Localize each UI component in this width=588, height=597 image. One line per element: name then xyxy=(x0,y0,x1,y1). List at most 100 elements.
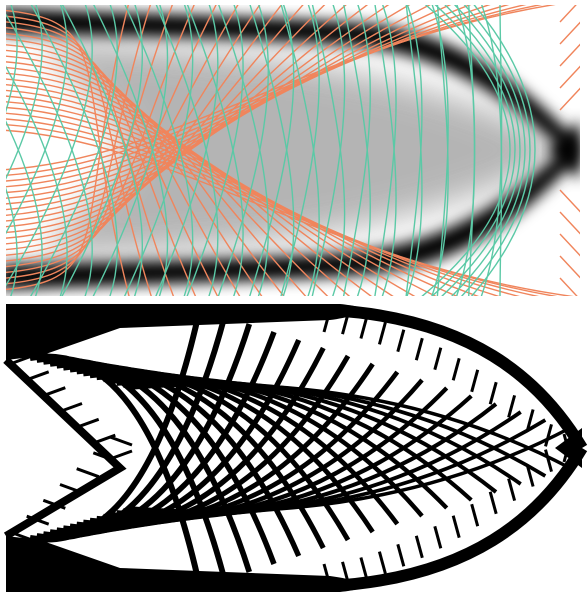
stress-line-teal xyxy=(61,5,144,296)
lattice-rung-left xyxy=(76,417,100,429)
lattice-rung-top xyxy=(341,311,350,335)
stress-line-orange xyxy=(559,189,580,213)
lattice-panel xyxy=(0,298,588,597)
lattice-rung-top xyxy=(507,395,517,418)
stress-line-teal xyxy=(405,5,423,296)
stress-line-orange xyxy=(6,5,411,216)
stress-line-teal xyxy=(218,5,270,296)
lattice-rung-top xyxy=(322,309,332,333)
lattice-rung-top xyxy=(470,369,480,393)
stress-line-teal xyxy=(342,5,372,296)
stress-line-orange xyxy=(559,277,578,296)
lattice-rung-left xyxy=(9,354,33,366)
lattice-block-bottom-left xyxy=(6,536,363,592)
stress-line-orange xyxy=(6,5,452,205)
stress-line-teal xyxy=(374,5,397,296)
density-dark-tip xyxy=(548,120,580,180)
stress-line-teal xyxy=(186,5,244,296)
lattice-rung-top xyxy=(377,322,387,345)
stress-line-teal xyxy=(6,5,43,180)
stress-line-orange xyxy=(6,5,174,279)
lattice-rung-top xyxy=(544,424,553,447)
stress-line-orange xyxy=(6,21,175,296)
lattice-rung-left xyxy=(109,435,133,447)
lattice-rung-top xyxy=(451,357,461,381)
stress-line-orange xyxy=(6,38,241,296)
panel-background xyxy=(0,298,588,597)
lattice-rung-left xyxy=(42,498,66,510)
stress-line-orange xyxy=(559,255,580,279)
lattice-rung-left xyxy=(109,449,133,461)
stress-line-orange xyxy=(559,233,580,257)
lattice-members xyxy=(3,304,588,592)
lattice-rung-bottom xyxy=(507,478,517,501)
density-field-panel xyxy=(0,0,588,298)
lattice-rung-bottom xyxy=(377,551,387,574)
density-dark-band-bottom xyxy=(6,140,575,290)
lattice-rung-bottom xyxy=(433,525,443,549)
lattice-rung-left xyxy=(76,467,100,479)
stress-line-orange xyxy=(6,101,480,296)
stress-line-orange xyxy=(6,5,472,199)
lattice-rung-bottom xyxy=(396,543,406,567)
stress-line-orange xyxy=(6,5,491,194)
stress-line-teal xyxy=(470,5,536,296)
stress-line-orange xyxy=(6,5,432,211)
lattice-block-top-left xyxy=(6,304,363,360)
lattice-structure xyxy=(0,298,588,597)
stress-line-teal xyxy=(280,5,320,296)
lattice-rung-bottom xyxy=(525,464,535,487)
lattice-rung-bottom xyxy=(451,515,461,539)
lattice-rung-bottom xyxy=(359,557,369,580)
stress-line-teal xyxy=(431,5,516,296)
lattice-rung-bottom xyxy=(341,561,350,585)
stress-line-teal xyxy=(249,5,295,296)
stress-line-teal xyxy=(61,5,144,296)
stress-line-teal xyxy=(460,5,531,296)
lattice-member-diagonal-down xyxy=(116,379,522,486)
stress-line-teal xyxy=(6,13,93,296)
stress-line-teal xyxy=(374,5,397,296)
stress-line-teal xyxy=(405,5,423,296)
lattice-rung-top xyxy=(433,347,443,371)
lattice-member-diagonal-up xyxy=(116,410,522,517)
stress-line-orange xyxy=(6,5,239,262)
stress-line-orange xyxy=(6,95,459,296)
stress-line-teal xyxy=(155,5,219,296)
stress-line-orange xyxy=(559,65,580,89)
lattice-rung-bottom xyxy=(322,563,332,587)
stress-line-teal xyxy=(6,65,68,296)
stress-line-teal xyxy=(450,5,526,296)
lattice-rung-top xyxy=(525,409,535,432)
lattice-member-diagonal-up xyxy=(129,426,571,514)
density-dark-band-top xyxy=(6,8,575,160)
stress-line-teal xyxy=(92,5,169,296)
lattice-rung-left xyxy=(9,530,33,542)
lattice-rung-left xyxy=(59,483,83,494)
stress-line-teal xyxy=(30,5,118,296)
stress-line-teal xyxy=(311,5,346,296)
lattice-rung-left xyxy=(42,386,66,398)
lattice-outer-chord-top xyxy=(329,304,588,452)
lattice-rung-left xyxy=(26,514,50,526)
lattice-rung-bottom xyxy=(562,433,572,457)
lattice-rung-bottom xyxy=(488,491,498,515)
stress-line-orange xyxy=(6,5,543,176)
lattice-rung-bottom xyxy=(470,503,480,527)
stress-line-orange xyxy=(559,87,580,111)
stress-line-teal xyxy=(6,5,68,235)
stress-line-teal xyxy=(441,5,521,296)
stress-line-teal xyxy=(30,5,118,296)
principal-stress-lines-2 xyxy=(6,5,536,296)
stress-line-orange xyxy=(6,84,416,296)
lattice-outer-chord-bottom xyxy=(329,444,588,592)
stress-line-teal xyxy=(124,5,194,296)
stress-line-teal xyxy=(343,5,372,296)
lattice-rung-left xyxy=(26,370,50,382)
lattice-rung-left xyxy=(59,402,83,413)
lattice-member-diagonal-down xyxy=(129,382,571,470)
stress-line-orange xyxy=(6,124,558,296)
stress-line-orange xyxy=(559,43,580,67)
lattice-rung-bottom xyxy=(544,449,553,472)
stress-line-teal xyxy=(6,120,43,296)
